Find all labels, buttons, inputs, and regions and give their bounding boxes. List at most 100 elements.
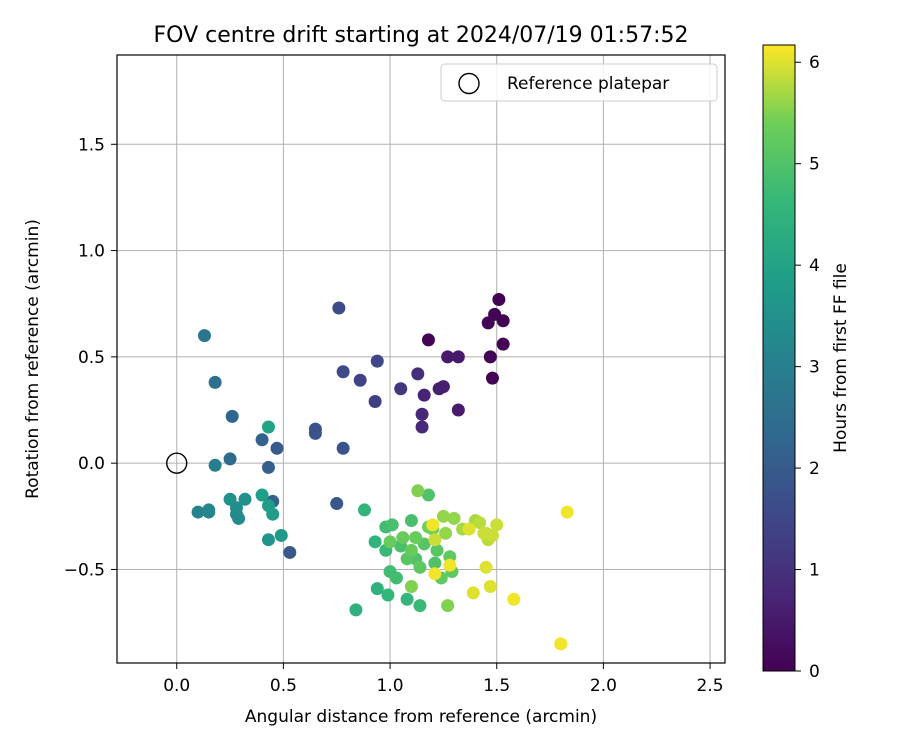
colorbar-label: Hours from first FF file (831, 263, 851, 453)
data-point (383, 535, 397, 549)
x-tick-label: 0.5 (270, 676, 297, 696)
legend-box (440, 63, 718, 102)
data-point (261, 420, 275, 434)
data-point (485, 371, 499, 385)
x-tick-label: 0.0 (163, 676, 190, 696)
data-point (441, 350, 455, 364)
data-point (255, 488, 269, 502)
colorbar-ticks: 0 1 2 3 4 5 6 (795, 53, 820, 682)
data-point (421, 488, 435, 502)
x-tick-label: 1.0 (377, 676, 404, 696)
data-point (404, 579, 418, 593)
data-point (409, 531, 423, 545)
data-point (396, 531, 410, 545)
data-point (492, 292, 506, 306)
reference-marker (166, 452, 188, 474)
data-point (483, 579, 497, 593)
data-point (496, 314, 510, 328)
y-tick-label: 1.5 (78, 135, 105, 155)
x-axis-label: Angular distance from reference (arcmin) (245, 707, 597, 727)
colorbar (763, 45, 795, 671)
data-point (439, 526, 453, 540)
data-point (473, 516, 487, 530)
data-point (404, 514, 418, 528)
data-point (554, 637, 568, 651)
data-point (451, 403, 465, 417)
legend-reference-marker (458, 72, 480, 95)
data-point (208, 458, 222, 472)
data-point (223, 492, 237, 506)
data-point (441, 599, 455, 613)
data-point (479, 560, 493, 574)
data-point (496, 337, 510, 351)
data-point (413, 599, 427, 613)
y-axis-ticks: −0.5 0.0 0.5 1.0 1.5 (64, 135, 117, 580)
data-point (415, 407, 429, 421)
data-point (428, 533, 442, 547)
data-point (421, 333, 435, 347)
colorbar-tick-label: 4 (809, 256, 820, 276)
data-point (255, 433, 269, 447)
data-point (202, 505, 216, 519)
data-point (332, 301, 346, 315)
y-tick-label: 1.0 (78, 242, 105, 262)
y-axis-label: Rotation from reference (arcmin) (23, 219, 43, 499)
data-point (447, 511, 461, 525)
y-tick-label: −0.5 (64, 560, 105, 580)
data-point (370, 582, 384, 596)
data-point (336, 441, 350, 455)
data-point (270, 441, 284, 455)
colorbar-tick-label: 2 (809, 459, 820, 479)
data-point (208, 375, 222, 389)
x-axis-ticks: 0.0 0.5 1.0 1.5 2.0 2.5 (163, 663, 724, 696)
data-point (336, 365, 350, 379)
data-point (411, 367, 425, 381)
y-tick-label: 0.0 (78, 454, 105, 474)
legend: Reference platepar (440, 63, 718, 102)
x-tick-label: 2.5 (697, 676, 724, 696)
data-point (451, 350, 465, 364)
data-point (330, 497, 344, 511)
data-point (381, 588, 395, 602)
colorbar-tick-label: 5 (809, 155, 820, 175)
x-tick-label: 1.5 (483, 676, 510, 696)
data-point (507, 592, 521, 606)
data-point (415, 420, 429, 434)
data-point (261, 533, 275, 547)
data-point (477, 526, 491, 540)
data-point (404, 543, 418, 557)
colorbar-frame (762, 44, 796, 672)
data-point (430, 543, 444, 557)
y-tick-label: 0.5 (78, 348, 105, 368)
colorbar-tick-label: 1 (809, 561, 820, 581)
colorbar-tick-label: 6 (809, 53, 820, 73)
data-point (428, 567, 442, 581)
data-point (389, 571, 403, 585)
chart-title: FOV centre drift starting at 2024/07/19 … (154, 23, 689, 48)
legend-entry-reference: Reference platepar (507, 74, 669, 94)
data-point (238, 492, 252, 506)
data-point (191, 505, 205, 519)
scatter-points (191, 292, 574, 651)
data-point (368, 535, 382, 549)
data-point (413, 560, 427, 574)
data-point (308, 426, 322, 440)
data-point (490, 518, 504, 532)
data-point (353, 373, 367, 387)
data-point (385, 518, 399, 532)
data-point (483, 350, 497, 364)
data-point (436, 509, 450, 523)
data-point (466, 586, 480, 600)
data-point (266, 507, 280, 521)
data-point (481, 316, 495, 330)
data-point (411, 484, 425, 498)
data-point (283, 545, 297, 559)
data-point (462, 522, 476, 536)
data-point (426, 518, 440, 532)
data-point (357, 503, 371, 517)
data-point (428, 556, 442, 570)
data-point (417, 388, 431, 402)
data-point (560, 505, 574, 519)
data-point (370, 354, 384, 368)
